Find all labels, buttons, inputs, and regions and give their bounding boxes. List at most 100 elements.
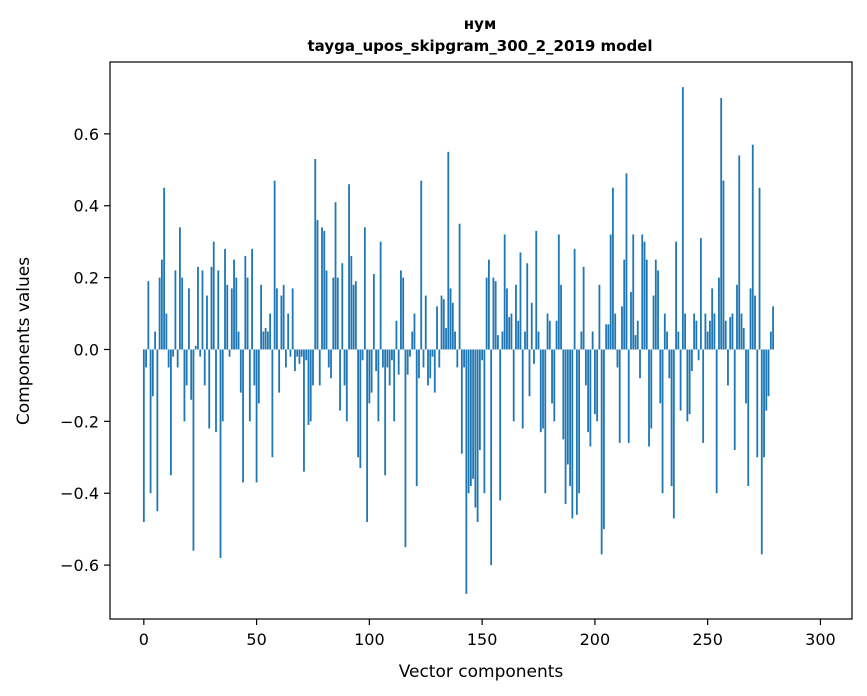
- bar-136: [449, 288, 452, 350]
- bar-28: [206, 295, 208, 350]
- bar-145: [469, 349, 472, 487]
- bar-268: [747, 349, 750, 487]
- chart-subtitle: tayga_upos_skipgram_300_2_2019 model: [308, 37, 653, 55]
- bar-50: [255, 349, 258, 483]
- bar-108: [386, 349, 389, 368]
- bar-219: [636, 320, 639, 350]
- bar-98: [363, 227, 366, 350]
- bar-74: [309, 349, 312, 422]
- bar-264: [738, 155, 741, 350]
- bar-278: [769, 331, 772, 350]
- bar-37: [226, 284, 229, 350]
- bar-112: [395, 320, 398, 350]
- bar-1: [145, 349, 147, 368]
- bar-99: [366, 349, 369, 522]
- bar-272: [756, 349, 759, 458]
- bar-161: [506, 288, 508, 350]
- bar-151: [483, 349, 486, 494]
- bar-7: [158, 277, 161, 350]
- bar-23: [194, 345, 197, 350]
- bar-32: [215, 349, 217, 433]
- bar-101: [370, 349, 373, 393]
- bar-24: [197, 266, 199, 350]
- bar-49: [253, 349, 256, 386]
- bar-71: [303, 349, 305, 472]
- bar-22: [192, 349, 195, 551]
- bar-206: [607, 324, 610, 350]
- bar-230: [661, 349, 664, 494]
- bar-223: [645, 259, 648, 350]
- bar-79: [321, 227, 323, 350]
- bar-273: [758, 187, 761, 350]
- bar-271: [754, 295, 756, 350]
- bar-263: [736, 284, 738, 350]
- bar-140: [458, 223, 461, 350]
- bar-66: [291, 288, 294, 350]
- bar-235: [672, 349, 675, 519]
- bar-89: [343, 349, 346, 386]
- x-tick-label: 0: [139, 630, 149, 649]
- bar-3: [149, 349, 152, 494]
- bar-42: [237, 331, 240, 350]
- y-tick-label: 0.6: [74, 125, 99, 144]
- plot-frame: [109, 61, 853, 620]
- bar-173: [533, 349, 535, 364]
- bar-91: [348, 184, 350, 350]
- bar-202: [598, 284, 601, 350]
- bar-94: [354, 281, 357, 350]
- bar-6: [156, 349, 159, 512]
- bar-172: [530, 302, 533, 350]
- bar-68: [296, 349, 299, 357]
- bar-193: [578, 349, 581, 494]
- bar-111: [393, 349, 396, 422]
- bar-166: [517, 320, 520, 350]
- bar-139: [456, 349, 459, 368]
- bar-203: [600, 349, 603, 555]
- bar-265: [740, 313, 743, 350]
- bar-207: [609, 234, 612, 350]
- bar-13: [172, 349, 175, 357]
- bar-196: [584, 349, 587, 386]
- bar-34: [219, 349, 222, 558]
- y-axis-label: Components values: [14, 257, 34, 425]
- bar-75: [312, 349, 314, 386]
- bar-52: [260, 284, 263, 350]
- bar-167: [519, 252, 522, 350]
- bar-39: [230, 288, 233, 350]
- bar-241: [686, 349, 689, 422]
- bar-43: [239, 349, 242, 393]
- bar-171: [528, 349, 531, 397]
- bar-199: [591, 331, 594, 350]
- bar-70: [300, 349, 303, 357]
- y-tick-label: −0.2: [60, 412, 99, 431]
- bar-83: [330, 349, 332, 379]
- bar-121: [415, 349, 418, 487]
- bar-85: [334, 202, 337, 350]
- bar-59: [275, 288, 278, 350]
- bar-72: [305, 349, 308, 361]
- bar-214: [625, 173, 628, 350]
- bar-88: [341, 263, 344, 350]
- bar-222: [643, 241, 646, 350]
- bar-93: [352, 284, 355, 350]
- bar-114: [400, 270, 402, 350]
- bar-188: [566, 349, 569, 465]
- bar-64: [287, 313, 290, 350]
- bar-208: [612, 187, 614, 350]
- bar-169: [524, 331, 526, 350]
- bar-216: [630, 291, 632, 350]
- bar-86: [336, 277, 339, 350]
- bar-78: [318, 349, 321, 386]
- bar-104: [377, 349, 380, 422]
- bar-175: [537, 331, 540, 350]
- bar-182: [553, 349, 556, 422]
- bar-110: [391, 349, 393, 361]
- bar-120: [413, 313, 416, 350]
- bar-134: [445, 327, 447, 350]
- bar-109: [388, 349, 391, 386]
- bar-21: [190, 349, 193, 400]
- bar-226: [652, 295, 655, 350]
- bar-135: [447, 151, 450, 350]
- bar-164: [512, 349, 515, 422]
- bar-212: [621, 306, 623, 350]
